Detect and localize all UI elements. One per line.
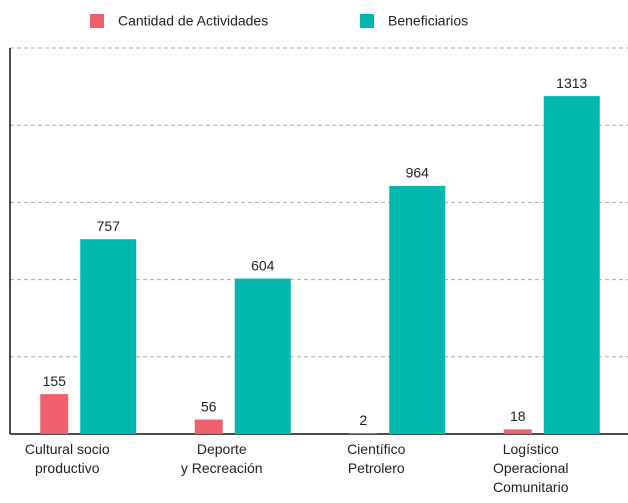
value-label: 964 — [406, 165, 430, 181]
value-label: 604 — [251, 257, 275, 273]
x-tick-label: Científico Petrolero — [347, 441, 406, 476]
bar — [543, 96, 600, 434]
x-tick-label: Cultural socio productivo — [24, 441, 110, 476]
legend-swatch — [360, 14, 374, 28]
value-label: 56 — [201, 398, 217, 414]
legend-label: Beneficiarios — [388, 13, 468, 29]
value-label: 155 — [43, 373, 67, 389]
bar — [234, 278, 291, 434]
legend-swatch — [90, 14, 104, 28]
bar — [194, 419, 223, 434]
value-label: 757 — [97, 218, 121, 234]
value-label: 1313 — [556, 75, 587, 91]
legend-label: Cantidad de Actividades — [118, 13, 268, 29]
value-label: 18 — [510, 408, 526, 424]
bar — [80, 239, 137, 434]
bar — [40, 394, 69, 434]
bar — [349, 433, 378, 434]
x-tick-label: Logístico Operacional Comunitario — [493, 441, 569, 495]
x-tick-label: Deporte y Recreación — [180, 441, 263, 476]
bar — [503, 429, 532, 434]
value-label: 2 — [359, 412, 367, 428]
bar — [389, 185, 446, 434]
